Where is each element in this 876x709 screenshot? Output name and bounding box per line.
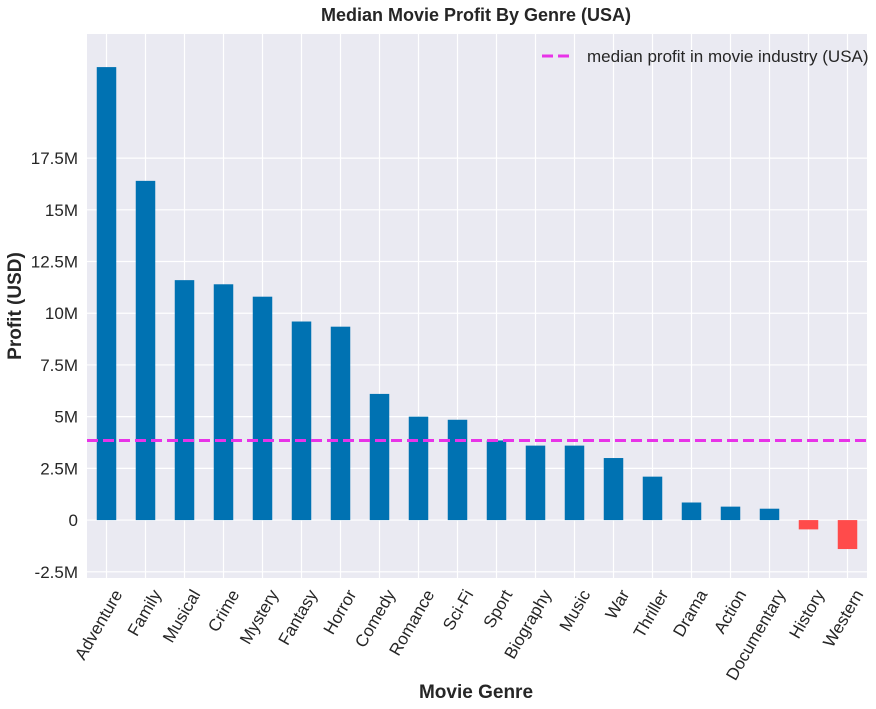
bar-documentary	[759, 508, 780, 521]
bar-musical	[174, 280, 195, 521]
x-axis-title: Movie Genre	[419, 682, 533, 703]
plot-background	[87, 34, 867, 578]
bar-war	[603, 458, 624, 521]
y-tick-label: 2.5M	[40, 459, 78, 478]
x-tick-label: Fantasy	[275, 586, 322, 648]
bars	[96, 67, 858, 550]
bar-family	[135, 180, 156, 521]
x-tick-label: Sport	[480, 586, 517, 631]
bar-sport	[486, 440, 507, 521]
bar-crime	[213, 284, 234, 521]
y-tick-label: -2.5M	[35, 563, 78, 582]
x-tick-label: History	[785, 586, 828, 642]
bar-mystery	[252, 296, 273, 521]
bar-horror	[330, 326, 351, 521]
bar-comedy	[369, 393, 390, 521]
y-tick-label: 17.5M	[31, 149, 78, 168]
legend: median profit in movie industry (USA)	[542, 47, 869, 66]
x-tick-label: Drama	[669, 586, 711, 640]
bar-sci-fi	[447, 419, 468, 521]
bar-history	[798, 520, 819, 530]
bar-music	[564, 445, 585, 521]
bar-romance	[408, 416, 429, 521]
bar-thriller	[642, 476, 663, 521]
y-axis-tick-labels: -2.5M 0 2.5M 5M 7.5M 10M 12.5M 15M 17.5M	[31, 149, 78, 582]
y-tick-label: 15M	[45, 201, 78, 220]
bar-fantasy	[291, 321, 312, 521]
bar-western	[837, 520, 858, 550]
x-tick-label: Horror	[320, 586, 361, 638]
x-tick-label: Crime	[204, 587, 243, 636]
y-tick-label: 0	[69, 511, 78, 530]
x-tick-label: Sci-Fi	[439, 587, 477, 634]
x-tick-label: Music	[556, 586, 595, 634]
y-tick-label: 7.5M	[40, 356, 78, 375]
legend-median-label: median profit in movie industry (USA)	[587, 47, 869, 66]
y-axis-title: Profit (USD)	[5, 252, 26, 360]
y-tick-label: 10M	[45, 304, 78, 323]
x-tick-label: War	[602, 586, 634, 622]
x-tick-label: Family	[124, 586, 166, 639]
bar-action	[720, 506, 741, 521]
bar-biography	[525, 445, 546, 521]
y-tick-label: 5M	[54, 408, 78, 427]
x-tick-label: Musical	[159, 587, 204, 646]
x-tick-label: Adventure	[71, 587, 126, 664]
x-tick-label: Thriller	[630, 586, 673, 641]
x-tick-label: Action	[710, 587, 750, 637]
bar-drama	[681, 502, 702, 521]
y-tick-label: 12.5M	[31, 253, 78, 272]
chart-title: Median Movie Profit By Genre (USA)	[321, 5, 631, 25]
bar-adventure	[96, 67, 117, 521]
